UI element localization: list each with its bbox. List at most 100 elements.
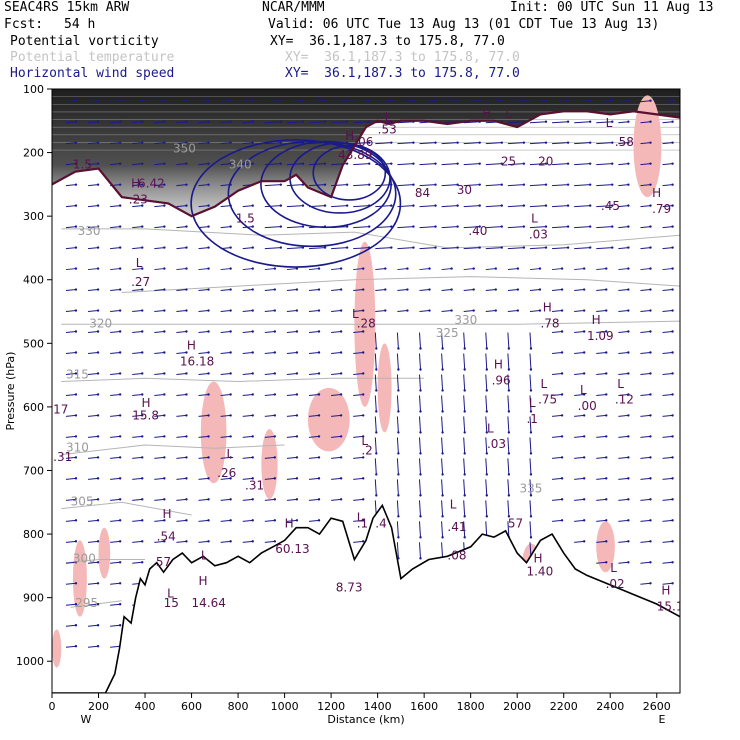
wind-vector-head <box>362 477 365 480</box>
wind-vector <box>507 142 524 145</box>
wind-vector <box>640 582 651 585</box>
wind-vector <box>596 540 607 543</box>
wind-vector-head <box>295 309 299 312</box>
wind-vector-head <box>434 225 437 228</box>
wind-vector-head <box>627 351 630 354</box>
wind-vector <box>419 142 436 145</box>
wind-vector-head <box>118 582 122 585</box>
wind-vector-head <box>478 246 481 249</box>
wind-vector-head <box>560 435 564 438</box>
wind-vector <box>88 645 99 648</box>
wind-vector-head <box>649 435 652 438</box>
terrain-fill <box>52 505 680 693</box>
x-tick-label: 2400 <box>596 700 624 713</box>
wind-vector <box>220 289 231 292</box>
wind-vector-head <box>163 246 166 249</box>
wind-vector <box>441 395 444 412</box>
wind-vector <box>375 289 386 292</box>
wind-vector <box>65 247 77 250</box>
wind-vector-head <box>397 515 400 518</box>
wind-vector-head <box>185 204 188 207</box>
field-label: 6.42 <box>138 177 165 191</box>
field-label: 16.18 <box>180 355 214 369</box>
wind-vector <box>132 435 143 438</box>
wind-vector-head <box>185 309 188 312</box>
wind-vector <box>640 393 651 396</box>
wind-vector <box>618 519 629 522</box>
wind-vector <box>441 521 444 538</box>
wind-vector <box>507 500 510 517</box>
wind-vector <box>176 519 187 522</box>
wind-vector-head <box>118 141 122 144</box>
field-label: 335 <box>520 482 543 496</box>
pv-positive-blob <box>692 102 706 153</box>
wind-vector-head <box>96 99 100 102</box>
wind-vector <box>529 142 547 145</box>
wind-vector <box>618 310 629 313</box>
wind-vector <box>176 268 187 271</box>
wind-vector <box>132 372 143 375</box>
wind-vector-head <box>229 267 232 270</box>
wind-vector <box>463 163 480 166</box>
wind-vector-head <box>74 603 78 606</box>
wind-vector <box>220 226 231 229</box>
wind-vector <box>397 289 408 292</box>
wind-vector <box>596 100 613 103</box>
wind-vector-head <box>185 162 188 165</box>
wind-vector-head <box>207 204 210 207</box>
wind-vector-head <box>301 162 305 165</box>
wind-vector <box>396 542 399 559</box>
wind-vector-head <box>273 540 277 543</box>
wind-vector <box>198 372 209 375</box>
wind-vector-head <box>207 435 210 438</box>
wind-vector-head <box>141 267 144 270</box>
pv-positive-blob <box>596 521 615 573</box>
wind-vector <box>485 100 502 103</box>
wind-vector-head <box>485 368 488 371</box>
wind-vector <box>264 142 281 145</box>
wind-vector-head <box>441 473 444 476</box>
wind-vector <box>441 289 452 292</box>
x-tick-label: 400 <box>135 700 156 713</box>
wind-vector-head <box>494 267 497 270</box>
field-label: .28 <box>357 316 376 330</box>
wind-vector-head <box>397 389 400 392</box>
wind-vector <box>308 351 320 354</box>
wind-vector <box>176 310 187 313</box>
wind-vector-head <box>141 519 144 522</box>
wind-vector <box>308 372 320 375</box>
wind-vector-head <box>163 519 166 522</box>
wind-vector <box>463 184 480 187</box>
wind-vector-head <box>671 267 674 270</box>
wind-vector <box>242 540 253 543</box>
wind-vector-head <box>478 183 481 186</box>
y-tick-label: 200 <box>23 147 44 160</box>
wind-vector-head <box>649 498 652 501</box>
wind-vector <box>441 163 458 166</box>
wind-vector-head <box>397 347 400 350</box>
wind-vector <box>529 332 532 349</box>
wind-vector <box>154 456 165 459</box>
field-pv-name: Potential vorticity <box>10 34 159 49</box>
wind-vector-head <box>649 561 652 564</box>
wind-vector-head <box>560 372 564 375</box>
wind-vector-head <box>649 99 652 102</box>
wind-vector <box>574 289 585 292</box>
wind-vector <box>132 163 143 166</box>
field-label: L <box>385 110 392 124</box>
wind-vector <box>132 121 143 124</box>
field-label: L <box>487 421 494 435</box>
wind-vector <box>308 289 320 292</box>
wind-vector <box>441 100 458 103</box>
wind-vector <box>353 289 364 292</box>
wind-vector <box>507 416 510 433</box>
wind-vector <box>154 247 165 250</box>
wind-vector <box>507 374 510 391</box>
wind-vector-head <box>317 288 321 291</box>
wind-vector <box>596 351 607 354</box>
wind-vector-head <box>463 410 466 413</box>
wind-vector-head <box>522 246 526 249</box>
wind-vector-head <box>441 347 444 350</box>
wind-vector <box>463 395 466 412</box>
field-label: H <box>543 301 552 315</box>
